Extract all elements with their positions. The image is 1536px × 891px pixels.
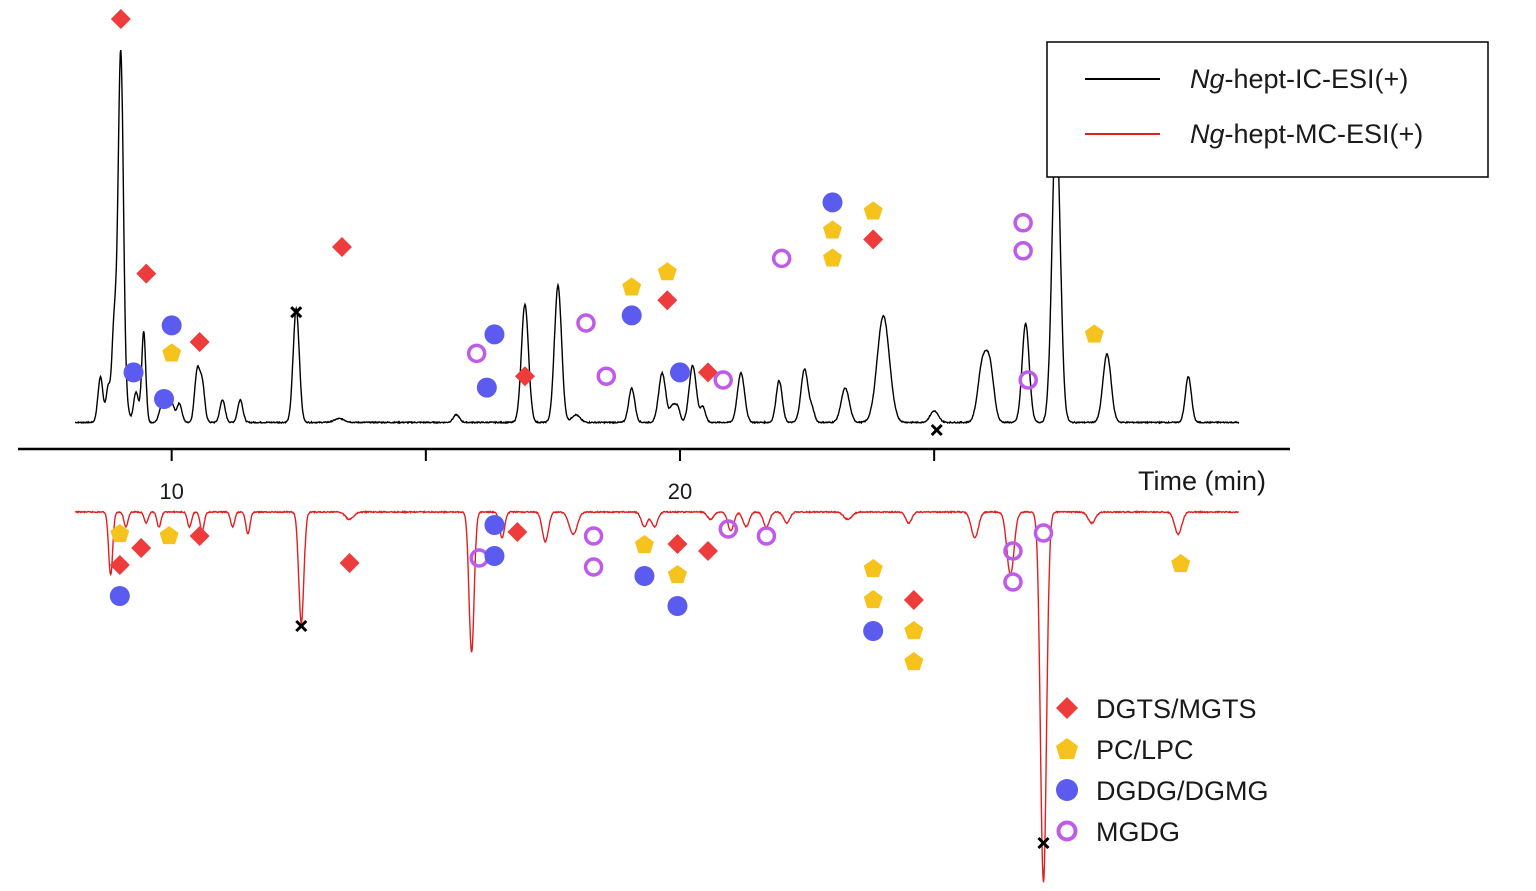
pentagon-marker-icon bbox=[823, 248, 842, 267]
circle-marker-icon bbox=[109, 586, 130, 606]
cross-stroke bbox=[290, 306, 303, 319]
circle-marker-icon bbox=[476, 377, 497, 398]
ring-icon bbox=[1056, 820, 1078, 842]
ring-marker-icon bbox=[713, 370, 733, 390]
ring-marker-icon bbox=[1018, 370, 1038, 390]
circle-marker-icon bbox=[484, 324, 505, 345]
circle-marker-icon bbox=[154, 389, 175, 409]
diamond-marker-icon bbox=[697, 541, 718, 561]
circle-marker-icon bbox=[667, 596, 688, 616]
pentagon-marker-icon bbox=[162, 343, 182, 362]
ring-marker-icon bbox=[583, 526, 604, 546]
diamond-marker-icon bbox=[136, 263, 157, 284]
ring-marker-icon bbox=[583, 557, 604, 577]
ring-marker-icon bbox=[466, 343, 487, 364]
legend-label-mc: Ng-hept-MC-ESI(+) bbox=[1190, 119, 1423, 149]
ring-marker-icon bbox=[771, 248, 792, 269]
circle-marker-icon bbox=[484, 546, 505, 566]
series-legend: Ng-hept-IC-ESI(+) Ng-hept-MC-ESI(+) bbox=[1046, 41, 1489, 178]
x-axis-title: Time (min) bbox=[1138, 466, 1266, 496]
cross-stroke bbox=[1037, 836, 1050, 850]
legend-label-ic-suffix: -hept-IC-ESI(+) bbox=[1225, 64, 1409, 94]
diamond-marker-icon bbox=[110, 9, 131, 29]
marker-legend-item-mgdg: MGDG bbox=[1056, 817, 1180, 847]
cross-marker-icon bbox=[930, 423, 943, 437]
ring-marker-icon bbox=[1003, 572, 1023, 592]
pentagon-marker-icon bbox=[667, 565, 687, 584]
ring-marker-icon bbox=[1033, 523, 1054, 543]
compound-markers bbox=[109, 9, 1191, 850]
circle-marker-icon bbox=[670, 362, 690, 383]
diamond-marker-icon bbox=[697, 362, 718, 383]
diamond-marker-icon bbox=[331, 237, 352, 257]
chromatogram-traces bbox=[74, 49, 1240, 883]
diamond-marker-icon bbox=[903, 590, 924, 610]
legend-label-ic: Ng-hept-IC-ESI(+) bbox=[1190, 64, 1408, 94]
legend-label-mc-prefix: Ng bbox=[1190, 119, 1225, 149]
series-legend-box bbox=[1046, 41, 1489, 178]
cross-marker-icon bbox=[1037, 836, 1050, 850]
x-tick-label: 20 bbox=[668, 479, 692, 504]
marker-legend-label-dgdg: DGDG/DGMG bbox=[1096, 776, 1269, 806]
marker-legend-label-pc: PC/LPC bbox=[1096, 735, 1194, 765]
pentagon-icon bbox=[1056, 738, 1078, 759]
pentagon-marker-icon bbox=[159, 526, 179, 545]
diamond-marker-icon bbox=[109, 555, 130, 575]
ring-marker-icon bbox=[596, 366, 617, 386]
ring-marker-icon bbox=[756, 526, 777, 546]
diamond-marker-icon bbox=[189, 526, 210, 546]
time-axis: 10 20 bbox=[18, 447, 1290, 504]
x-tick-label: 10 bbox=[159, 479, 183, 504]
ring-marker-icon bbox=[718, 519, 739, 539]
pentagon-marker-icon bbox=[110, 524, 130, 543]
cross-stroke bbox=[930, 423, 943, 437]
pentagon-marker-icon bbox=[904, 652, 924, 671]
diamond-marker-icon bbox=[667, 534, 688, 554]
cross-marker-icon bbox=[295, 619, 308, 633]
cross-stroke bbox=[295, 619, 308, 633]
cross-marker-icon bbox=[290, 306, 303, 319]
pentagon-marker-icon bbox=[863, 201, 883, 220]
ring-marker-icon bbox=[1013, 213, 1033, 233]
marker-legend-item-dgts: DGTS/MGTS bbox=[1056, 694, 1257, 724]
marker-legend-label-mgdg: MGDG bbox=[1096, 817, 1180, 847]
ring-marker-icon bbox=[1013, 241, 1033, 261]
pentagon-marker-icon bbox=[657, 262, 677, 281]
pentagon-marker-icon bbox=[1084, 324, 1104, 343]
ring-marker-icon bbox=[576, 313, 596, 333]
trace-ic-line bbox=[74, 49, 1240, 425]
circle-marker-icon bbox=[863, 621, 884, 641]
pentagon-marker-icon bbox=[863, 590, 883, 609]
circle-icon bbox=[1056, 779, 1078, 801]
diamond-marker-icon bbox=[189, 332, 210, 352]
legend-label-ic-prefix: Ng bbox=[1190, 64, 1225, 94]
diamond-marker-icon bbox=[131, 538, 152, 558]
ring-marker-icon bbox=[1003, 541, 1023, 561]
circle-marker-icon bbox=[621, 305, 642, 326]
circle-marker-icon bbox=[484, 515, 505, 535]
circle-marker-icon bbox=[634, 566, 655, 586]
pentagon-marker-icon bbox=[904, 621, 924, 640]
circle-marker-icon bbox=[123, 362, 144, 383]
marker-legend: DGTS/MGTS PC/LPC DGDG/DGMG MGDG bbox=[1056, 694, 1269, 847]
pentagon-marker-icon bbox=[1171, 554, 1191, 573]
diamond-icon bbox=[1056, 697, 1078, 719]
pentagon-marker-icon bbox=[634, 535, 654, 554]
pentagon-marker-icon bbox=[863, 559, 883, 578]
marker-legend-item-pc: PC/LPC bbox=[1056, 735, 1194, 765]
legend-label-mc-suffix: -hept-MC-ESI(+) bbox=[1225, 119, 1424, 149]
pentagon-marker-icon bbox=[823, 220, 842, 239]
circle-marker-icon bbox=[822, 192, 843, 213]
marker-legend-label-dgts: DGTS/MGTS bbox=[1096, 694, 1257, 724]
pentagon-marker-icon bbox=[622, 277, 642, 296]
marker-legend-item-dgdg: DGDG/DGMG bbox=[1056, 776, 1269, 806]
circle-marker-icon bbox=[161, 315, 182, 336]
diamond-marker-icon bbox=[514, 366, 535, 387]
diamond-marker-icon bbox=[657, 290, 678, 311]
diamond-marker-icon bbox=[863, 229, 884, 250]
trace-mc-line bbox=[74, 509, 1239, 883]
diamond-marker-icon bbox=[339, 553, 360, 573]
diamond-marker-icon bbox=[507, 522, 528, 542]
